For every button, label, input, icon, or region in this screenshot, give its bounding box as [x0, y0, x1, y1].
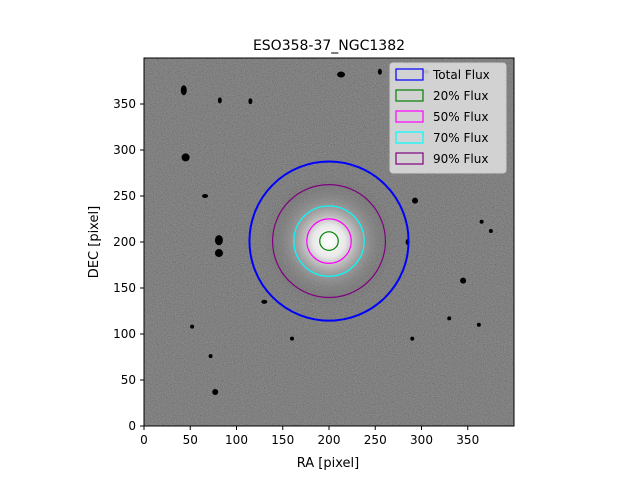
- legend-swatch: [395, 131, 424, 144]
- x-tick-label: 50: [183, 433, 198, 447]
- legend-swatch: [395, 89, 424, 102]
- masked-source: [214, 235, 223, 246]
- masked-source: [337, 71, 346, 78]
- legend-swatch: [395, 68, 424, 81]
- masked-source: [248, 98, 253, 105]
- legend-label: 70% Flux: [433, 131, 488, 145]
- y-tick-label: 200: [113, 235, 136, 249]
- y-axis-label: DEC [pixel]: [87, 206, 102, 278]
- legend-label: 20% Flux: [433, 89, 488, 103]
- masked-source: [460, 277, 467, 284]
- aperture-50-flux: [306, 218, 352, 264]
- legend-label: 50% Flux: [433, 110, 488, 124]
- masked-sources: [180, 68, 493, 395]
- legend: Total Flux 20% Flux 50% Flux 70% Flux 90% Fl…: [389, 62, 507, 174]
- masked-source: [208, 354, 213, 359]
- x-tick-label: 350: [456, 433, 479, 447]
- chart-title: ESO358-37_NGC1382: [253, 38, 405, 54]
- masked-source: [290, 336, 294, 341]
- aperture-20-flux: [319, 231, 339, 251]
- masked-source: [180, 85, 187, 96]
- masked-source: [202, 194, 209, 198]
- y-tick-label: 50: [121, 373, 136, 387]
- y-tick-label: 0: [128, 419, 136, 433]
- legend-swatch: [395, 110, 424, 123]
- x-tick-label: 100: [225, 433, 248, 447]
- masked-source: [212, 388, 219, 395]
- masked-source: [412, 197, 419, 204]
- legend-label: Total Flux: [432, 68, 490, 82]
- masked-source: [476, 322, 481, 327]
- x-tick-label: 300: [410, 433, 433, 447]
- y-tick-label: 350: [113, 97, 136, 111]
- aperture-90-flux: [271, 184, 387, 299]
- masked-source: [410, 336, 415, 341]
- masked-source: [447, 316, 452, 321]
- masked-source: [190, 324, 195, 329]
- aperture-total-flux: [248, 160, 410, 322]
- legend-swatch: [395, 152, 424, 165]
- x-tick-label: 150: [271, 433, 294, 447]
- masked-source: [377, 68, 382, 75]
- y-tick-label: 250: [113, 189, 136, 203]
- y-tick-label: 150: [113, 281, 136, 295]
- x-tick-label: 0: [140, 433, 148, 447]
- x-axis-ticks: 0 50 100 150 200 250 300 350: [140, 426, 479, 447]
- x-tick-label: 250: [364, 433, 387, 447]
- y-tick-label: 300: [113, 143, 136, 157]
- masked-source: [181, 153, 190, 162]
- masked-source: [214, 249, 223, 258]
- masked-source: [217, 97, 222, 104]
- masked-source: [488, 228, 493, 233]
- legend-label: 90% Flux: [433, 152, 488, 166]
- masked-source: [261, 299, 268, 304]
- masked-source: [479, 219, 484, 224]
- flux-apertures: [248, 160, 410, 322]
- aperture-70-flux: [293, 205, 365, 277]
- x-axis-label: RA [pixel]: [297, 456, 359, 471]
- x-tick-label: 200: [318, 433, 341, 447]
- y-axis-ticks: 0 50 100 150 200 250 300 350: [113, 97, 144, 433]
- galaxy-glow: [264, 176, 394, 306]
- y-tick-label: 100: [113, 327, 136, 341]
